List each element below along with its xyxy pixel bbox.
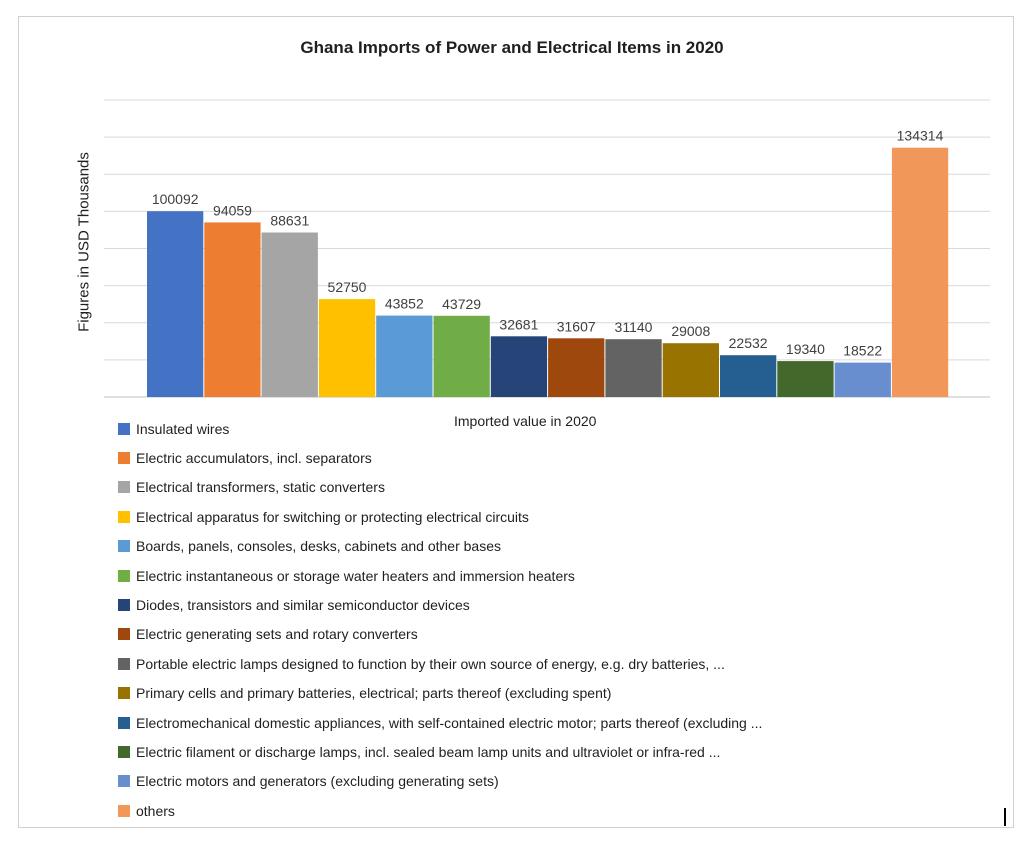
legend-item: others: [118, 796, 762, 825]
legend-item: Insulated wires: [118, 414, 762, 443]
data-label: 94059: [213, 202, 252, 218]
legend-swatch: [118, 657, 130, 670]
chart-title: Ghana Imports of Power and Electrical It…: [300, 38, 724, 57]
legend-label: Primary cells and primary batteries, ele…: [136, 685, 612, 702]
bars: [147, 147, 949, 397]
legend-item: Primary cells and primary batteries, ele…: [118, 679, 762, 708]
data-label: 88631: [270, 213, 309, 229]
legend-swatch: [118, 628, 130, 641]
legend-item: Electromechanical domestic appliances, w…: [118, 708, 762, 737]
legend: Insulated wires Electric accumulators, in…: [118, 414, 762, 825]
data-label: 31607: [557, 318, 596, 334]
legend-label: Electric generating sets and rotary conv…: [136, 626, 418, 643]
legend-swatch: [118, 804, 130, 817]
data-labels: 100092 94059 88631 52750 43852 43729 32681 3160…: [152, 128, 944, 359]
legend-label: Electric accumulators, incl. separators: [136, 450, 372, 467]
bar: [662, 343, 719, 397]
bar: [261, 232, 318, 397]
legend-swatch: [118, 687, 130, 700]
bar: [376, 315, 433, 397]
legend-swatch: [118, 745, 130, 758]
legend-swatch: [118, 716, 130, 729]
bar: [834, 362, 891, 397]
legend-label: Electric filament or discharge lamps, in…: [136, 743, 721, 760]
legend-label: Boards, panels, consoles, desks, cabinet…: [136, 538, 501, 555]
data-label: 52750: [328, 279, 367, 295]
bar: [433, 315, 490, 397]
legend-swatch: [118, 452, 130, 465]
chart-frame: [18, 16, 1014, 828]
legend-swatch: [118, 599, 130, 612]
legend-label: Electric instantaneous or storage water …: [136, 567, 575, 584]
data-label: 29008: [671, 323, 710, 339]
legend-label: Electrical apparatus for switching or pr…: [136, 508, 529, 525]
bar: [548, 338, 605, 397]
data-label: 19340: [786, 341, 825, 357]
legend-item: Electric instantaneous or storage water …: [118, 561, 762, 590]
gridlines: [104, 99, 990, 398]
legend-swatch: [118, 481, 130, 494]
legend-item: Electrical transformers, static converte…: [118, 473, 762, 502]
bar: [605, 339, 662, 397]
legend-item: Diodes, transistors and similar semicond…: [118, 590, 762, 619]
bar: [318, 299, 376, 397]
bar: [777, 361, 834, 397]
legend-swatch: [118, 775, 130, 788]
legend-item: Electric motors and generators (excludin…: [118, 767, 762, 796]
legend-label: Portable electric lamps designed to func…: [136, 655, 725, 672]
bar: [891, 147, 949, 397]
data-label: 134314: [897, 128, 944, 144]
bar: [720, 355, 777, 397]
legend-swatch: [118, 540, 130, 553]
legend-swatch: [118, 510, 130, 523]
data-label: 22532: [729, 335, 768, 351]
data-label: 43729: [442, 296, 481, 312]
x-category-label: Imported value in 2020: [454, 413, 597, 429]
legend-label: Electric motors and generators (excludin…: [136, 773, 499, 790]
data-label: 18522: [843, 343, 882, 359]
bar: [490, 336, 548, 397]
data-label: 32681: [499, 316, 538, 332]
legend-label: Insulated wires: [136, 420, 230, 437]
legend-item: Electric generating sets and rotary conv…: [118, 620, 762, 649]
legend-item: Boards, panels, consoles, desks, cabinet…: [118, 532, 762, 561]
legend-label: Electrical transformers, static converte…: [136, 479, 385, 496]
legend-item: Portable electric lamps designed to func…: [118, 649, 762, 678]
data-label: 43852: [385, 296, 424, 312]
legend-item: Electrical apparatus for switching or pr…: [118, 502, 762, 531]
legend-item: Electric filament or discharge lamps, in…: [118, 737, 762, 766]
legend-item: Electric accumulators, incl. separators: [118, 443, 762, 472]
data-label: 31140: [615, 319, 653, 335]
legend-label: Electromechanical domestic appliances, w…: [136, 714, 763, 731]
data-label: 100092: [152, 191, 199, 207]
bar: [204, 222, 261, 397]
legend-label: Diodes, transistors and similar semicond…: [136, 597, 470, 614]
legend-label: others: [136, 802, 175, 819]
legend-swatch: [118, 569, 130, 582]
bar: [147, 211, 204, 397]
text-cursor: [1004, 808, 1006, 826]
legend-swatch: [118, 422, 130, 435]
